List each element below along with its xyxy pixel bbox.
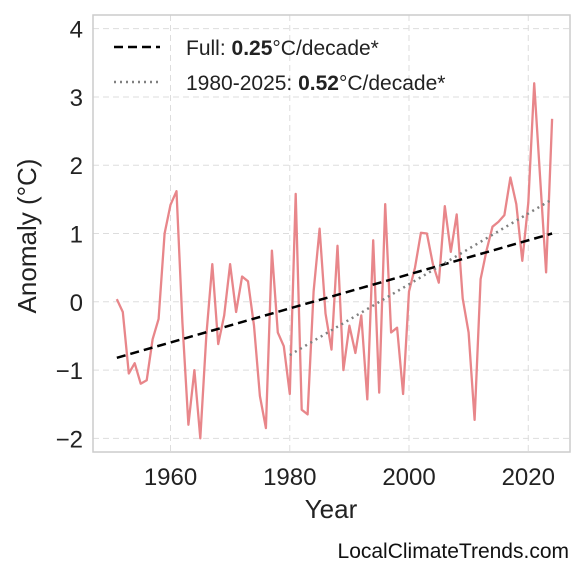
y-tick-label: 0 bbox=[70, 290, 83, 317]
y-tick-label: 3 bbox=[70, 85, 83, 112]
trend-layer bbox=[116, 198, 553, 359]
legend: Full: 0.25°C/decade* 1980-2025: 0.52°C/d… bbox=[114, 37, 445, 95]
y-tick-label: 2 bbox=[70, 153, 83, 180]
x-tick-label: 2020 bbox=[502, 464, 555, 491]
legend-recent-label: 1980-2025: 0.52°C/decade* bbox=[186, 72, 445, 95]
anomaly-series-line bbox=[115, 82, 554, 440]
plot-frame bbox=[92, 14, 571, 453]
y-tick-label: −1 bbox=[56, 358, 83, 385]
x-tick-label: 1960 bbox=[144, 464, 197, 491]
y-tick-label: 4 bbox=[70, 17, 83, 44]
y-tick-label: −2 bbox=[56, 426, 83, 453]
x-tick-label: 2000 bbox=[382, 464, 435, 491]
full-trend-line bbox=[116, 232, 553, 359]
credit-text: LocalClimateTrends.com bbox=[337, 540, 569, 563]
y-axis-label: Anomaly (°C) bbox=[12, 159, 42, 314]
series-layer bbox=[115, 82, 554, 440]
y-tick-label: 1 bbox=[70, 222, 83, 249]
x-tick-label: 1980 bbox=[263, 464, 316, 491]
x-tick-labels: 1960 1980 2000 2020 bbox=[144, 464, 555, 491]
y-tick-labels: 4 3 2 1 0 −1 −2 bbox=[56, 17, 83, 454]
legend-full-label: Full: 0.25°C/decade* bbox=[186, 37, 379, 60]
x-axis-label: Year bbox=[305, 494, 358, 524]
